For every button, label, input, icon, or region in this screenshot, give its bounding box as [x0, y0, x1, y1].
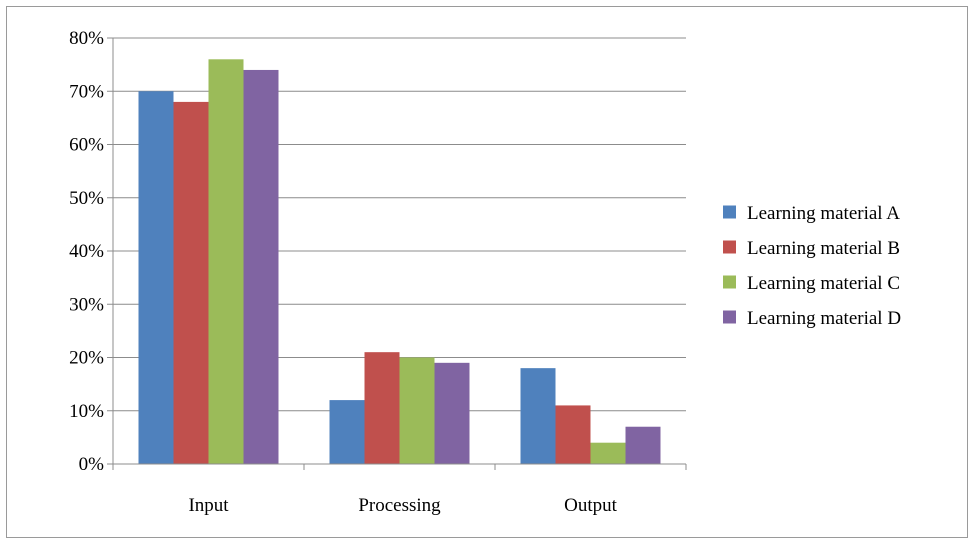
bar — [243, 69, 279, 464]
x-tick-label: Output — [564, 495, 618, 516]
y-tick-label: 50% — [69, 188, 104, 209]
bar — [138, 91, 174, 464]
bar — [555, 405, 591, 464]
bar — [625, 426, 661, 464]
y-tick-label: 40% — [69, 241, 104, 262]
y-tick-label: 10% — [69, 401, 104, 422]
y-tick-label: 80% — [69, 28, 104, 49]
bar — [364, 352, 400, 464]
x-tick-label: Processing — [358, 495, 441, 516]
legend-swatch — [723, 275, 736, 289]
bars — [138, 59, 661, 465]
y-tick-label: 60% — [69, 135, 104, 156]
y-tick-label: 20% — [69, 348, 104, 369]
bar — [590, 442, 626, 464]
legend-label: Learning material B — [747, 238, 900, 259]
legend-label: Learning material A — [747, 203, 900, 224]
bar — [434, 362, 470, 464]
y-tick-label: 0% — [79, 454, 105, 475]
legend: Learning material A Learning material B Le… — [723, 203, 901, 329]
legend-label: Learning material C — [747, 273, 900, 294]
bar — [520, 368, 556, 464]
bar — [329, 400, 365, 464]
x-tick-label: Input — [188, 495, 229, 516]
x-tick-labels: Input Processing Output — [188, 495, 617, 516]
legend-swatch — [723, 240, 736, 254]
bar — [173, 101, 209, 465]
legend-label: Learning material D — [747, 308, 901, 329]
bar — [208, 59, 244, 465]
legend-swatch — [723, 310, 736, 324]
legend-swatch — [723, 205, 736, 219]
y-tick-labels: 0% 10% 20% 30% 40% 50% 60% 70% 80% — [69, 28, 104, 475]
bar — [399, 357, 435, 464]
y-tick-label: 30% — [69, 294, 104, 315]
axes — [107, 37, 687, 470]
y-tick-label: 70% — [69, 81, 104, 102]
